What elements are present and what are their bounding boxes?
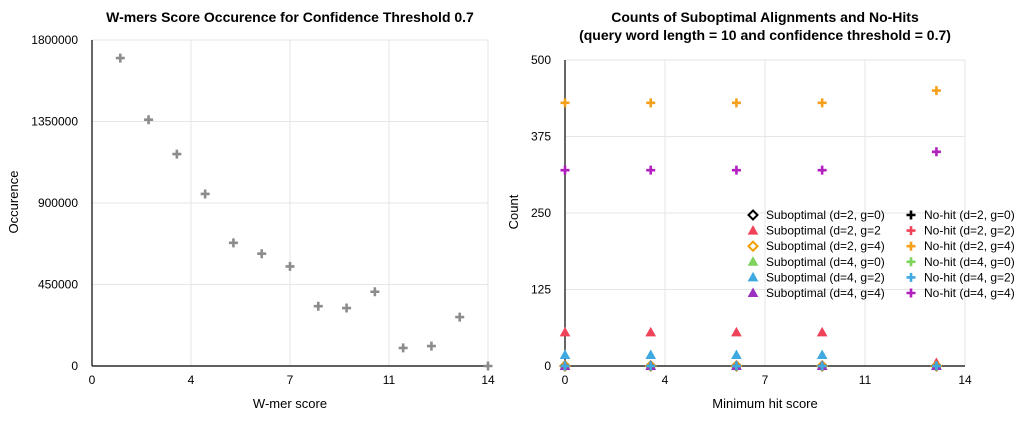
data-point (731, 98, 741, 108)
right-chart-x-axis-label: Minimum hit score (712, 396, 817, 411)
y-tick-label: 375 (531, 130, 551, 144)
legend-marker (906, 272, 916, 282)
data-point (817, 361, 827, 371)
legend-marker (906, 241, 916, 251)
data-point (285, 261, 295, 271)
data-point (646, 361, 656, 371)
legend-entry-label: No-hit (d=2, g=0) (924, 208, 1015, 222)
right-chart: Counts of Suboptimal Alignments and No-H… (506, 9, 1015, 411)
data-point (342, 303, 352, 313)
data-point (646, 165, 656, 175)
data-point (144, 115, 154, 125)
data-point (455, 312, 465, 322)
legend-entry-label: No-hit (d=4, g=0) (924, 255, 1015, 269)
data-point (559, 326, 571, 337)
legend-entry-label: No-hit (d=4, g=2) (924, 270, 1015, 284)
legend-marker (747, 240, 759, 253)
data-point (731, 165, 741, 175)
data-point (816, 349, 828, 359)
y-tick-label: 125 (531, 283, 551, 297)
data-point (398, 343, 408, 353)
legend-entry-label: No-hit (d=2, g=4) (924, 239, 1015, 253)
y-tick-label: 1800000 (31, 33, 78, 47)
data-point (560, 165, 570, 175)
data-point (817, 165, 827, 175)
legend-marker (906, 226, 916, 236)
y-tick-label: 500 (531, 53, 551, 67)
data-point (731, 349, 742, 359)
legend-marker (906, 257, 916, 267)
left-chart-y-axis-label: Occurence (6, 171, 21, 234)
data-point (931, 147, 941, 157)
data-point (559, 349, 571, 359)
y-tick-label: 0 (544, 359, 551, 373)
data-point (257, 249, 267, 259)
x-tick-label: 0 (89, 373, 96, 387)
data-point (115, 53, 125, 63)
legend-marker (747, 271, 759, 282)
legend-marker (747, 225, 759, 235)
legend-marker (906, 210, 916, 220)
data-point (731, 361, 741, 371)
data-point (560, 98, 570, 108)
x-tick-label: 14 (481, 373, 495, 387)
x-tick-label: 4 (188, 373, 195, 387)
data-point (560, 361, 570, 371)
y-tick-label: 1350000 (31, 115, 78, 129)
data-point (200, 189, 210, 199)
legend-entry-label: Suboptimal (d=2, g=4) (766, 239, 885, 253)
legend-entry-label: Suboptimal (d=2, g=2 (766, 224, 881, 238)
y-tick-label: 0 (71, 359, 78, 373)
y-tick-label: 250 (531, 206, 551, 220)
legend-entry-label: No-hit (d=4, g=4) (924, 286, 1015, 300)
x-tick-label: 11 (383, 373, 396, 387)
data-point (816, 326, 828, 337)
data-point (483, 361, 493, 371)
legend-entry-label: Suboptimal (d=4, g=0) (766, 255, 885, 269)
data-point (731, 326, 742, 337)
data-point (645, 349, 657, 359)
data-point (645, 326, 657, 337)
right-chart-subtitle: (query word length = 10 and confidence t… (579, 27, 951, 43)
data-point (646, 98, 656, 108)
legend-marker (747, 256, 759, 266)
y-tick-label: 900000 (38, 196, 78, 210)
x-tick-label: 11 (859, 373, 872, 387)
right-chart-title: Counts of Suboptimal Alignments and No-H… (611, 9, 919, 25)
data-point (370, 287, 380, 297)
y-tick-label: 450000 (38, 278, 78, 292)
data-point (172, 149, 182, 159)
legend-entry-label: Suboptimal (d=4, g=4) (766, 286, 885, 300)
data-point (426, 341, 436, 351)
legend-marker (747, 209, 759, 221)
data-point (228, 238, 238, 248)
x-tick-label: 4 (662, 373, 669, 387)
data-point (931, 361, 941, 371)
left-chart-title: W-mers Score Occurence for Confidence Th… (106, 9, 474, 25)
legend-entry-label: Suboptimal (d=4, g=2) (766, 270, 885, 284)
legend-marker (906, 288, 916, 298)
right-chart-y-axis-label: Count (506, 194, 521, 229)
data-point (313, 301, 323, 311)
data-point (931, 86, 941, 96)
left-chart-x-axis-label: W-mer score (253, 396, 327, 411)
x-tick-label: 7 (762, 373, 769, 387)
x-tick-label: 0 (562, 373, 569, 387)
x-tick-label: 14 (958, 373, 972, 387)
left-chart: W-mers Score Occurence for Confidence Th… (6, 9, 495, 411)
x-tick-label: 7 (287, 373, 294, 387)
legend-marker (747, 287, 759, 297)
legend-entry-label: Suboptimal (d=2, g=0) (766, 208, 885, 222)
data-point (817, 98, 827, 108)
legend-entry-label: No-hit (d=2, g=2) (924, 224, 1015, 238)
